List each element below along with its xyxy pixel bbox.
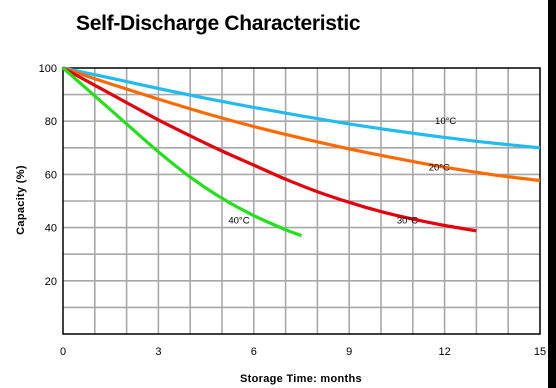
x-axis-label: Storage Time: months [240, 373, 362, 385]
grid [63, 68, 540, 334]
x-tick-label: 15 [534, 346, 546, 358]
y-tick-label: 60 [45, 169, 57, 181]
series-label: 40°C [228, 216, 249, 227]
series-line-1 [62, 66, 541, 183]
right-edge-bar [548, 0, 556, 388]
x-tick-label: 12 [438, 346, 450, 358]
plot-border [62, 67, 541, 335]
plot-frame [62, 67, 541, 335]
y-tick-label: 20 [45, 276, 57, 288]
y-axis-label: Capacity (%) [15, 165, 27, 235]
tick-labels: 0 3 6 9 12 15 20 40 60 80 100 [39, 63, 546, 358]
series-label: 30°C [397, 216, 418, 227]
series-lines [61, 66, 541, 238]
x-tick-label: 0 [60, 346, 66, 358]
x-tick-label: 3 [155, 346, 161, 358]
series-line-2 [62, 66, 477, 233]
series-label: 10°C [435, 116, 456, 127]
series-line-3 [61, 66, 303, 238]
y-tick-label: 100 [39, 63, 57, 75]
series-labels: 10°C 20°C 30°C 40°C [228, 116, 456, 227]
x-tick-label: 6 [251, 346, 257, 358]
y-tick-label: 80 [45, 116, 57, 128]
x-tick-label: 9 [346, 346, 352, 358]
series-label: 20°C [429, 162, 450, 173]
series-line-0 [62, 66, 541, 150]
chart-title: Self-Discharge Characteristic [76, 12, 361, 35]
y-tick-label: 40 [45, 223, 57, 235]
